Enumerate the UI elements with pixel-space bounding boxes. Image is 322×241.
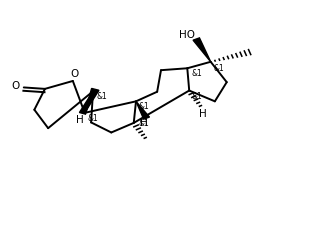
Text: &1: &1 [213,64,224,73]
Polygon shape [193,38,211,62]
Polygon shape [85,88,99,113]
Polygon shape [80,91,93,114]
Text: H: H [199,109,206,119]
Text: &1: &1 [138,102,149,111]
Text: &1: &1 [97,92,108,101]
Text: &1: &1 [88,114,99,123]
Text: &1: &1 [138,119,149,128]
Text: O: O [11,81,20,91]
Text: O: O [70,69,79,79]
Text: HO: HO [179,30,195,40]
Polygon shape [136,101,149,119]
Text: H: H [140,118,148,128]
Text: H: H [76,115,84,126]
Text: &1: &1 [192,68,203,78]
Text: &1: &1 [192,92,203,100]
